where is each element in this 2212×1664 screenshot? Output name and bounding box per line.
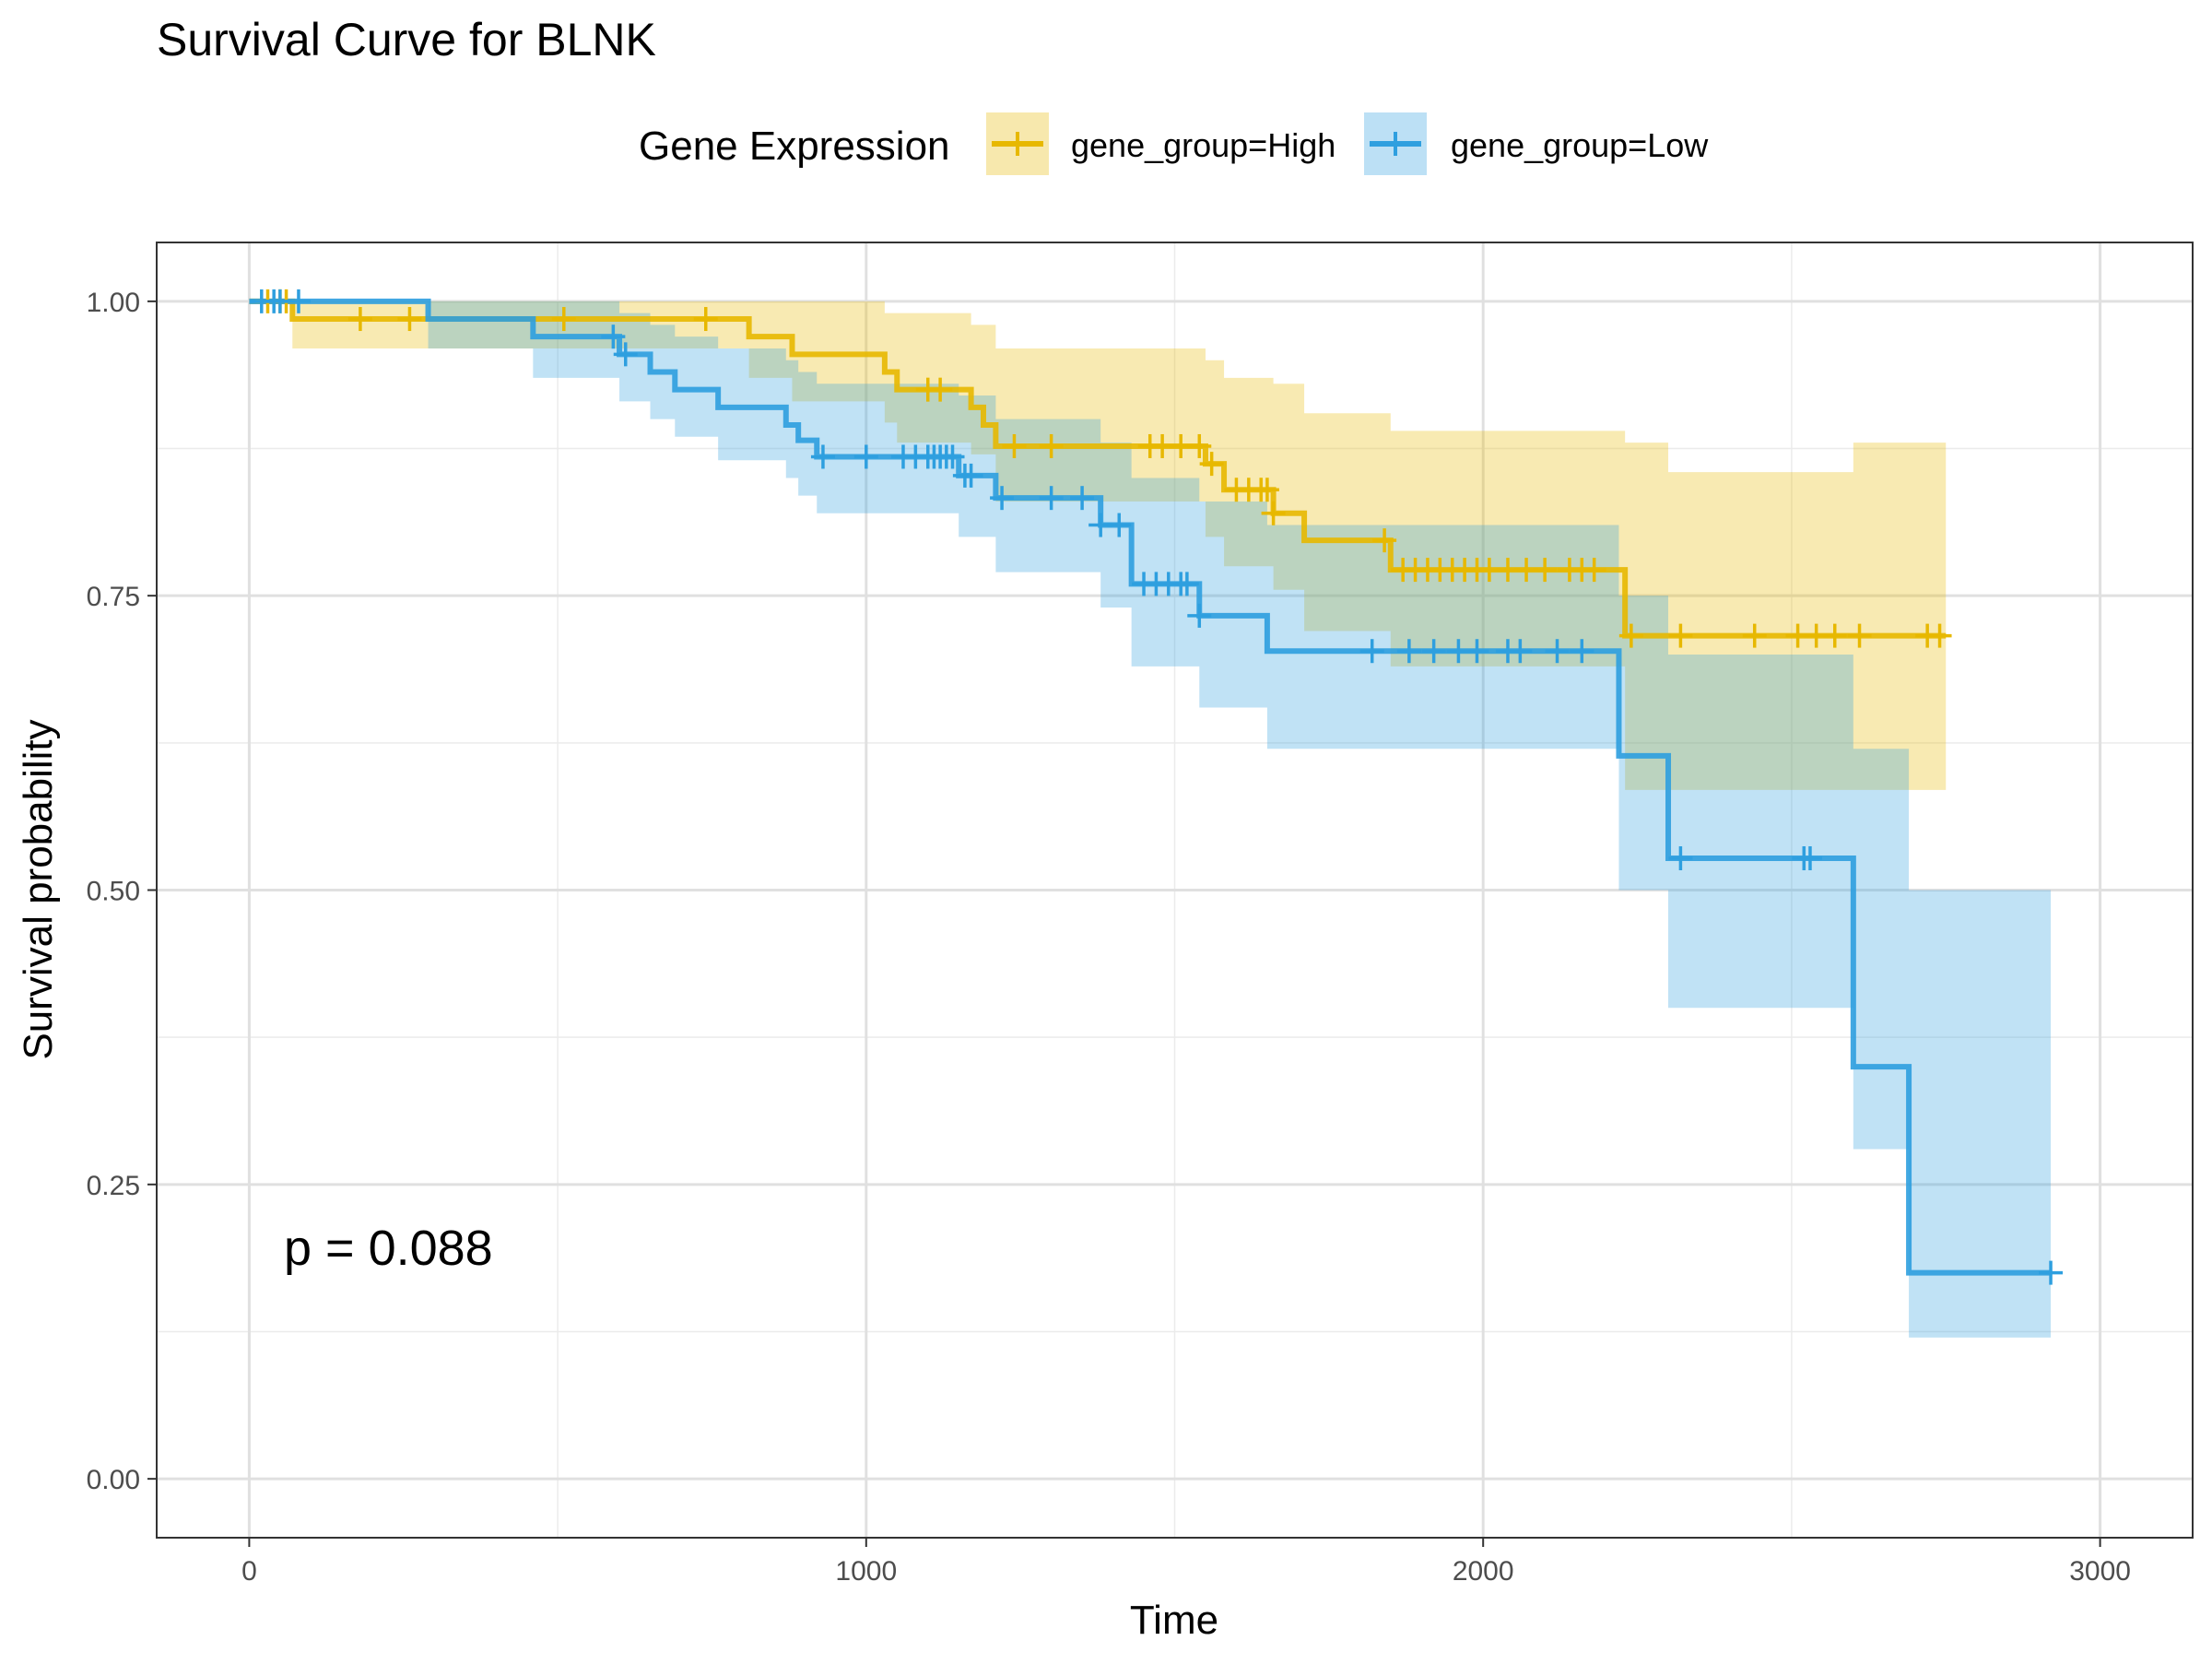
chart-title: Survival Curve for BLNK — [157, 14, 656, 65]
y-tick-label: 0.75 — [87, 582, 140, 612]
y-axis-label: Survival probability — [16, 719, 61, 1059]
censor-mark-high — [1668, 623, 1693, 648]
censor-mark-low — [1421, 639, 1446, 664]
x-tick-label: 2000 — [1453, 1556, 1514, 1587]
censor-mark-low — [1107, 513, 1132, 537]
x-tick-label: 3000 — [2069, 1556, 2131, 1587]
axes: 0 1000 2000 3000 0.00 0.25 0.50 0.75 1.00 — [87, 288, 2131, 1587]
censor-mark-high — [1822, 623, 1847, 648]
x-axis-label: Time — [1130, 1598, 1218, 1643]
censor-mark-low — [959, 463, 983, 488]
censor-mark-low — [286, 289, 311, 313]
x-tick-label: 0 — [241, 1556, 257, 1587]
censor-mark-low — [1174, 572, 1199, 596]
censor-mark-low — [853, 444, 878, 469]
y-tick-label: 0.50 — [87, 877, 140, 907]
y-tick-label: 0.00 — [87, 1465, 140, 1495]
legend-label-low: gene_group=Low — [1451, 126, 1709, 164]
ci-band-low — [249, 301, 2052, 1338]
censor-mark-low — [990, 486, 1015, 511]
censor-mark-high — [1372, 528, 1397, 553]
censor-mark-low — [2039, 1260, 2064, 1285]
censor-mark-high — [928, 377, 953, 402]
grid — [157, 242, 2193, 1538]
survival-curve-high — [249, 298, 1947, 639]
censor-mark-high — [1254, 478, 1279, 502]
censor-mark-high — [1533, 558, 1558, 583]
censor-mark-high — [1927, 623, 1952, 648]
censor-mark-low — [1465, 639, 1489, 664]
censor-mark-low — [1797, 846, 1822, 871]
censor-mark-low — [1668, 846, 1693, 871]
censor-mark-high — [551, 307, 576, 332]
x-tick-label: 1000 — [835, 1556, 897, 1587]
p-value-annotation: p = 0.088 — [284, 1221, 493, 1276]
censor-mark-low — [1039, 486, 1064, 511]
y-tick-label: 0.25 — [87, 1171, 140, 1201]
censor-mark-low — [810, 444, 835, 469]
censor-mark-high — [1582, 558, 1606, 583]
censor-mark-high — [693, 307, 718, 332]
legend-title: Gene Expression — [639, 124, 950, 169]
censor-mark-low — [940, 444, 965, 469]
censor-mark-low — [1359, 639, 1384, 664]
censor-mark-low — [1187, 603, 1212, 628]
censor-mark-low — [613, 342, 638, 367]
censor-mark-high — [397, 307, 422, 332]
censor-mark-high — [1261, 501, 1286, 525]
censor-marks — [249, 289, 2064, 1285]
censor-mark-high — [1187, 433, 1212, 458]
censor-mark-high — [1039, 433, 1064, 458]
censor-mark-low — [1396, 639, 1421, 664]
censor-mark-high — [1618, 623, 1643, 648]
censor-mark-high — [1002, 433, 1027, 458]
y-tick-label: 1.00 — [87, 288, 140, 318]
censor-mark-high — [347, 307, 372, 332]
censor-mark-high — [1199, 452, 1224, 477]
legend: Gene Expression gene_group=High gene_gro… — [639, 112, 1709, 175]
censor-mark-high — [1742, 623, 1767, 648]
censor-mark-low — [1570, 639, 1594, 664]
legend-label-high: gene_group=High — [1071, 126, 1335, 164]
censor-mark-low — [1070, 486, 1095, 511]
ci-band-high — [249, 301, 1947, 790]
censor-mark-low — [601, 325, 626, 349]
confidence-bands — [249, 301, 2052, 1338]
censor-mark-high — [1847, 623, 1872, 648]
censor-mark-low — [1508, 639, 1533, 664]
censor-mark-low — [1545, 639, 1570, 664]
